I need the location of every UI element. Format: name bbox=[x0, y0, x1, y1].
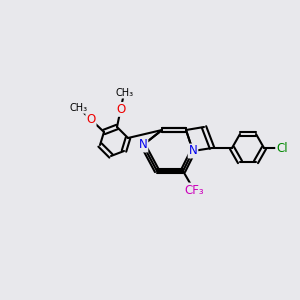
Text: Cl: Cl bbox=[276, 142, 288, 154]
Text: O: O bbox=[86, 113, 96, 126]
Text: O: O bbox=[116, 103, 125, 116]
Text: CH₃: CH₃ bbox=[115, 88, 133, 98]
Text: N: N bbox=[189, 145, 197, 158]
Text: CF₃: CF₃ bbox=[184, 184, 204, 196]
Text: N: N bbox=[139, 139, 147, 152]
Text: CH₃: CH₃ bbox=[70, 103, 88, 113]
